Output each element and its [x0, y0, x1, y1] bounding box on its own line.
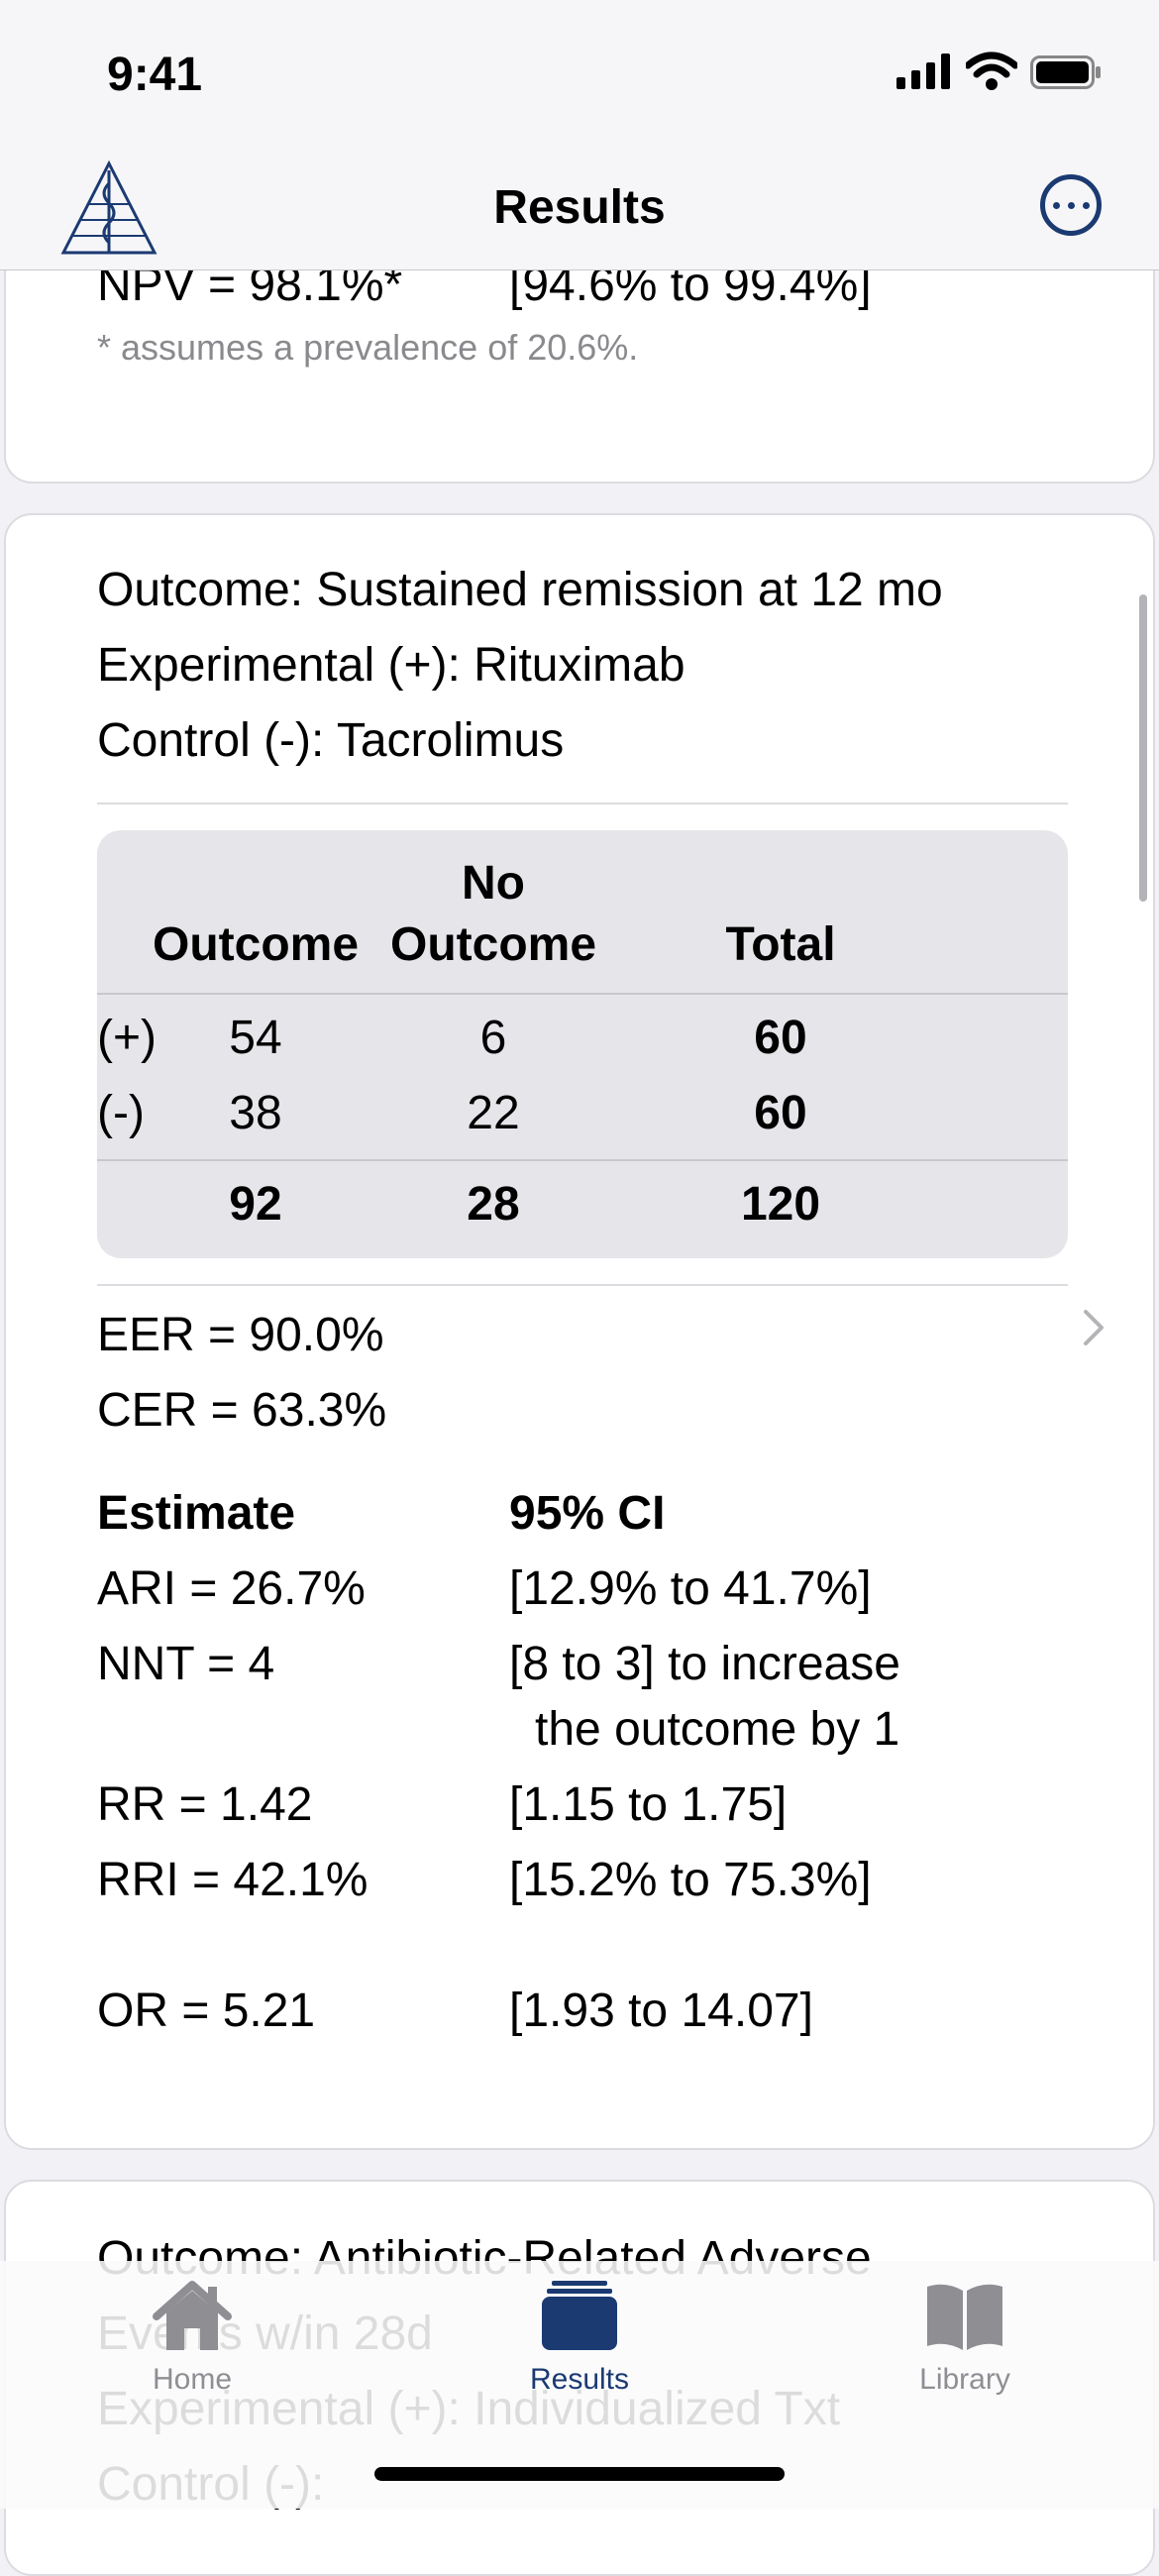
estimate-header: Estimate	[97, 1487, 296, 1540]
ci-header: 95% CI	[509, 1487, 666, 1540]
nnt-ci-line2: the outcome by 1	[535, 1703, 900, 1756]
house-icon	[153, 2281, 232, 2350]
app-logo-icon	[60, 160, 158, 255]
or-ci: [1.93 to 14.07]	[509, 1985, 813, 2037]
table-divider	[97, 1159, 1068, 1161]
ellipsis-icon	[1052, 201, 1060, 209]
row-label-positive: (+)	[97, 1012, 157, 1064]
rri-ci: [15.2% to 75.3%]	[509, 1854, 872, 1906]
navigation-bar: Results	[0, 149, 1159, 270]
header-no-line1: No	[462, 857, 525, 910]
cell-pos-no-outcome: 6	[479, 1012, 507, 1064]
page-title: Results	[493, 181, 666, 234]
scroll-indicator[interactable]	[1139, 594, 1147, 902]
rr-value: RR = 1.42	[97, 1778, 313, 1831]
status-bar: 9:41	[0, 0, 1159, 149]
status-time: 9:41	[107, 49, 203, 101]
cer-text: CER = 63.3%	[97, 1384, 387, 1437]
tab-results-label: Results	[529, 2363, 630, 2396]
results-icon	[542, 2281, 617, 2350]
rr-ci: [1.15 to 1.75]	[509, 1778, 788, 1831]
ari-ci: [12.9% to 41.7%]	[509, 1562, 872, 1615]
wifi-icon	[966, 52, 1017, 90]
outcome-text: Outcome: Sustained remission at 12 mo	[97, 564, 943, 616]
row-label-negative: (-)	[97, 1087, 145, 1139]
experimental-text: Experimental (+): Rituximab	[97, 639, 685, 692]
total-no-outcome: 28	[467, 1178, 520, 1231]
contingency-table: No Outcome Outcome Total (+) 54 6 60 (-)…	[97, 830, 1068, 1258]
rri-value: RRI = 42.1%	[97, 1854, 369, 1906]
tab-home-label: Home	[152, 2363, 233, 2396]
tab-library[interactable]: Library	[836, 2261, 1094, 2397]
divider	[97, 1284, 1068, 1286]
more-options-button[interactable]	[1040, 174, 1102, 236]
grand-total: 120	[740, 1178, 821, 1231]
tab-home[interactable]: Home	[63, 2261, 321, 2397]
table-divider	[97, 993, 1068, 995]
nnt-ci-line1: [8 to 3] to increase	[509, 1638, 900, 1690]
cell-neg-no-outcome: 22	[467, 1087, 520, 1139]
cell-neg-total: 60	[754, 1087, 807, 1139]
header-outcome: Outcome	[152, 918, 360, 971]
header-total: Total	[725, 918, 836, 971]
cell-neg-outcome: 38	[229, 1087, 282, 1139]
home-indicator[interactable]	[374, 2467, 785, 2481]
book-icon	[927, 2284, 1002, 2350]
results-card-rituximab[interactable]: Outcome: Sustained remission at 12 mo Ex…	[4, 513, 1155, 2150]
ari-value: ARI = 26.7%	[97, 1562, 366, 1615]
cell-pos-total: 60	[754, 1012, 807, 1064]
eer-text: EER = 90.0%	[97, 1309, 384, 1361]
control-text: Control (-): Tacrolimus	[97, 714, 565, 767]
battery-icon	[1030, 55, 1101, 89]
or-value: OR = 5.21	[97, 1985, 316, 2037]
cellular-signal-icon	[896, 54, 950, 89]
tab-library-label: Library	[919, 2363, 1010, 2396]
nnt-value: NNT = 4	[97, 1638, 275, 1690]
total-outcome: 92	[229, 1178, 282, 1231]
tab-results[interactable]: Results	[451, 2261, 708, 2397]
header-no-outcome: Outcome	[389, 918, 597, 971]
prevalence-footnote: * assumes a prevalence of 20.6%.	[97, 327, 639, 368]
divider	[97, 803, 1068, 805]
cell-pos-outcome: 54	[229, 1012, 282, 1064]
chevron-right-icon[interactable]	[1082, 1308, 1106, 1347]
